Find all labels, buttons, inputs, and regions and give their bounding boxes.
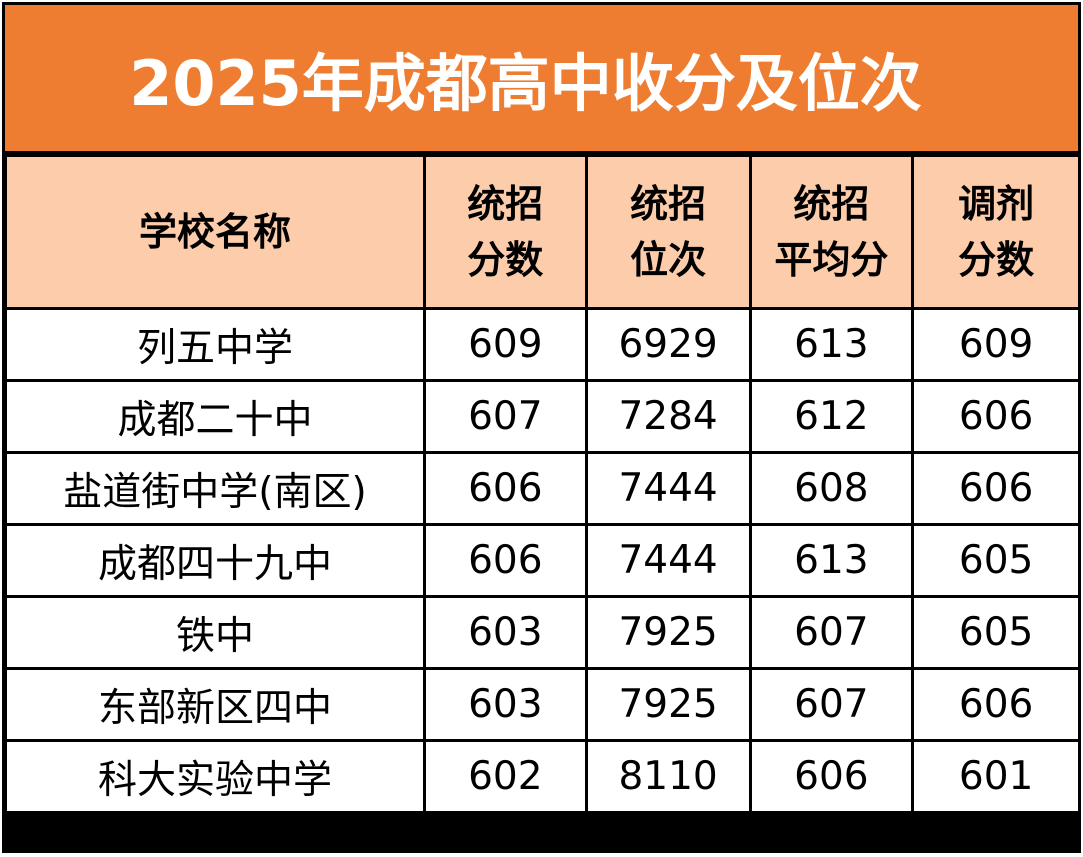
unified-rank-cell: 7925 (587, 670, 749, 739)
school-name-cell: 列五中学 (7, 310, 423, 379)
header-unified-average: 统招 平均分 (751, 157, 912, 307)
unified-score-cell: 606 (425, 454, 585, 523)
unified-score-cell: 602 (425, 742, 585, 811)
table-row: 铁中 603 7925 607 605 (7, 598, 1078, 667)
unified-rank-cell: 8110 (587, 742, 749, 811)
adjustment-score-cell: 609 (914, 310, 1078, 379)
school-name-cell: 成都四十九中 (7, 526, 423, 595)
unified-average-cell: 608 (751, 454, 912, 523)
unified-average-cell: 607 (751, 670, 912, 739)
header-unified-score: 统招 分数 (425, 157, 585, 307)
adjustment-score-cell: 605 (914, 598, 1078, 667)
header-unified-rank: 统招 位次 (587, 157, 749, 307)
adjustment-score-cell: 606 (914, 382, 1078, 451)
school-name-cell: 成都二十中 (7, 382, 423, 451)
unified-rank-cell: 7284 (587, 382, 749, 451)
unified-rank-cell: 7925 (587, 598, 749, 667)
school-name-cell: 铁中 (7, 598, 423, 667)
unified-rank-cell: 6929 (587, 310, 749, 379)
adjustment-score-cell: 605 (914, 526, 1078, 595)
table-row: 成都二十中 607 7284 612 606 (7, 382, 1078, 451)
table-row: 列五中学 609 6929 613 609 (7, 310, 1078, 379)
unified-average-cell: 613 (751, 526, 912, 595)
page-title: 2025年成都高中收分及位次 (129, 47, 922, 120)
header-row: 学校名称 统招 分数 统招 位次 统招 平均分 调剂 分数 (7, 157, 1078, 307)
unified-score-cell: 606 (425, 526, 585, 595)
school-name-cell: 盐道街中学(南区) (7, 454, 423, 523)
table-row: 科大实验中学 602 8110 606 601 (7, 742, 1078, 811)
unified-average-cell: 612 (751, 382, 912, 451)
unified-score-cell: 603 (425, 598, 585, 667)
school-name-cell: 科大实验中学 (7, 742, 423, 811)
unified-score-cell: 603 (425, 670, 585, 739)
unified-average-cell: 613 (751, 310, 912, 379)
unified-rank-cell: 7444 (587, 526, 749, 595)
table-row: 成都四十九中 606 7444 613 605 (7, 526, 1078, 595)
unified-score-cell: 607 (425, 382, 585, 451)
unified-score-cell: 609 (425, 310, 585, 379)
table-row: 盐道街中学(南区) 606 7444 608 606 (7, 454, 1078, 523)
adjustment-score-cell: 606 (914, 670, 1078, 739)
adjustment-score-cell: 601 (914, 742, 1078, 811)
school-name-cell: 东部新区四中 (7, 670, 423, 739)
unified-average-cell: 607 (751, 598, 912, 667)
header-school-name: 学校名称 (7, 157, 423, 307)
adjustment-score-cell: 606 (914, 454, 1078, 523)
title-banner: 2025年成都高中收分及位次 (5, 5, 1078, 151)
unified-rank-cell: 7444 (587, 454, 749, 523)
header-adjustment-score: 调剂 分数 (914, 157, 1078, 307)
table-row: 东部新区四中 603 7925 607 606 (7, 670, 1078, 739)
admission-score-table: 学校名称 统招 分数 统招 位次 统招 平均分 调剂 分数 (4, 154, 1081, 814)
unified-average-cell: 606 (751, 742, 912, 811)
